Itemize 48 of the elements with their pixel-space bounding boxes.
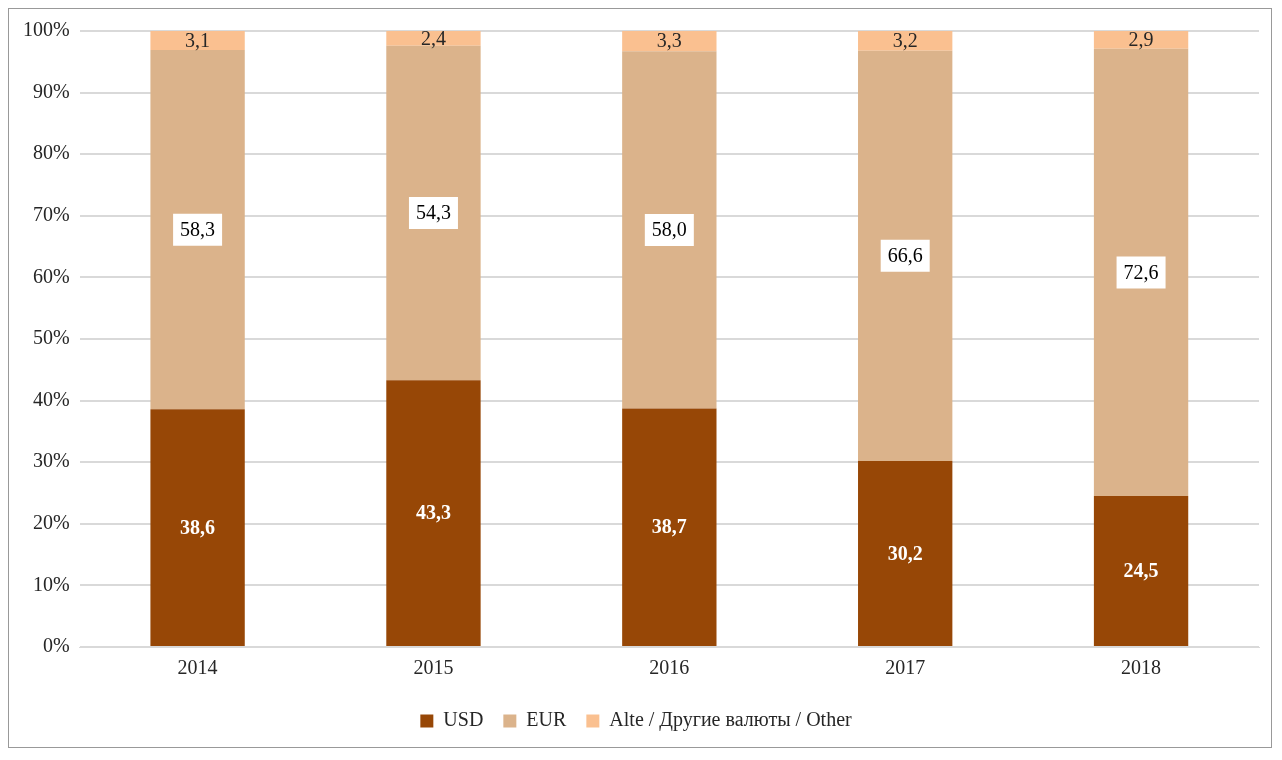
bar: [858, 31, 953, 51]
data-label: 3,1: [185, 28, 211, 51]
y-tick-label: 10%: [32, 572, 70, 595]
y-tick-label: 0%: [42, 634, 70, 657]
data-label: 30,2: [887, 541, 923, 564]
data-label: 72,6: [1123, 260, 1159, 283]
bar: [1093, 48, 1189, 497]
bar: [622, 31, 717, 52]
bar: [622, 51, 717, 409]
data-label: 43,3: [415, 501, 451, 524]
y-tick-label: 30%: [32, 449, 70, 472]
x-tick-label: 2018: [1121, 656, 1162, 679]
bar: [386, 31, 481, 46]
data-label: 3,3: [656, 29, 682, 52]
bar: [150, 50, 245, 410]
data-label: 3,2: [892, 29, 918, 52]
y-tick-label: 80%: [32, 141, 70, 164]
data-label: 38,6: [180, 515, 216, 538]
bar: [1093, 31, 1189, 49]
y-tick-label: 90%: [32, 79, 70, 102]
x-tick-label: 2015: [413, 656, 454, 679]
legend-label: USD: [443, 708, 484, 731]
x-tick-label: 2014: [177, 656, 218, 679]
data-label: 38,7: [651, 515, 687, 538]
data-label: 2,4: [420, 26, 446, 49]
y-tick-label: 20%: [32, 511, 70, 534]
data-label: 66,6: [887, 244, 923, 267]
bar: [858, 50, 953, 461]
y-tick-label: 40%: [32, 387, 70, 410]
y-tick-label: 100%: [22, 18, 70, 41]
x-tick-label: 2016: [649, 656, 690, 679]
data-label: 2,9: [1128, 28, 1154, 51]
x-tick-label: 2017: [885, 656, 926, 679]
bar: [1093, 496, 1189, 646]
bar: [150, 31, 245, 51]
bar: [858, 460, 953, 646]
data-label: 58,0: [651, 218, 687, 241]
y-tick-label: 50%: [32, 326, 70, 349]
data-label: 58,3: [180, 217, 216, 240]
bar: [622, 408, 717, 646]
y-tick-label: 70%: [32, 203, 70, 226]
bar: [386, 380, 481, 646]
legend-label: Alte / Другие валюты / Other: [609, 708, 852, 732]
data-label: 24,5: [1123, 559, 1159, 582]
bar: [150, 409, 245, 646]
data-label: 54,3: [415, 201, 451, 224]
legend-label: EUR: [526, 708, 568, 731]
y-tick-label: 60%: [32, 264, 70, 287]
